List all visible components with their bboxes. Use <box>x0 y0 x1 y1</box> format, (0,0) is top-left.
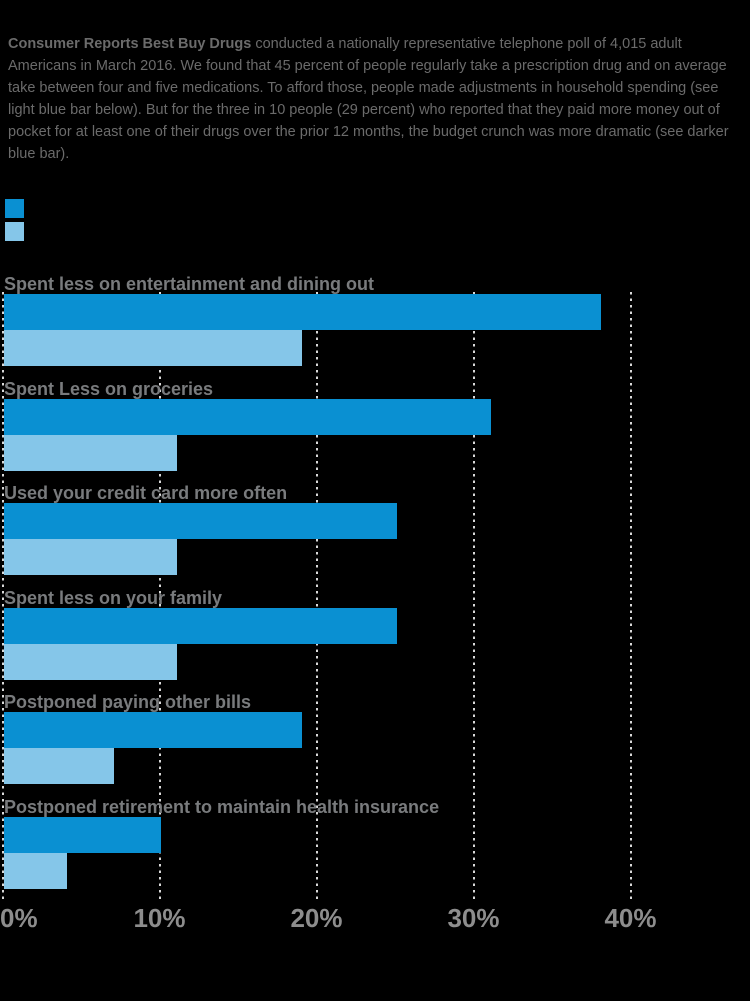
gridline-20% <box>315 292 318 902</box>
axis-tick-label: 40% <box>604 903 657 933</box>
bar-light-blue <box>4 434 177 471</box>
axis-tick-label: 10% <box>133 903 186 933</box>
category-label: Spent less on entertainment and dining o… <box>4 274 375 294</box>
category-label: Used your credit card more often <box>4 483 288 504</box>
bar-light-blue <box>4 853 67 889</box>
category-label: Postponed paying other bills <box>4 692 252 713</box>
bar-light-blue <box>4 539 177 576</box>
gridline-0% <box>1 292 4 902</box>
axis-tick-label: 20% <box>290 903 343 933</box>
axis-tick-label: 30% <box>447 903 500 933</box>
category-label: Spent less on your family <box>4 587 223 608</box>
legend-swatch-dark-blue <box>5 199 24 218</box>
intro-body: conducted a nationally representative te… <box>8 36 729 162</box>
bar-darker-blue <box>4 607 397 644</box>
category-label: Postponed retirement to maintain health … <box>4 797 440 817</box>
bar-light-blue <box>4 748 114 785</box>
intro-bold-lead: Consumer Reports Best Buy Drugs <box>8 36 252 52</box>
gridline-40% <box>629 292 632 902</box>
bar-light-blue <box>4 643 177 680</box>
bar-light-blue <box>4 330 303 366</box>
intro-text: Consumer Reports Best Buy Drugs conducte… <box>8 33 745 165</box>
bar-darker-blue <box>4 398 491 435</box>
category-label: Spent Less on groceries <box>4 378 214 399</box>
bar-darker-blue <box>4 817 161 853</box>
legend-swatch-light-blue <box>5 222 24 241</box>
gridline-30% <box>472 292 475 902</box>
bar-darker-blue <box>4 503 397 540</box>
gridline-10% <box>158 292 161 902</box>
bar-darker-blue <box>4 294 601 330</box>
axis-tick-label: 0% <box>0 903 38 933</box>
bar-darker-blue <box>4 712 303 749</box>
